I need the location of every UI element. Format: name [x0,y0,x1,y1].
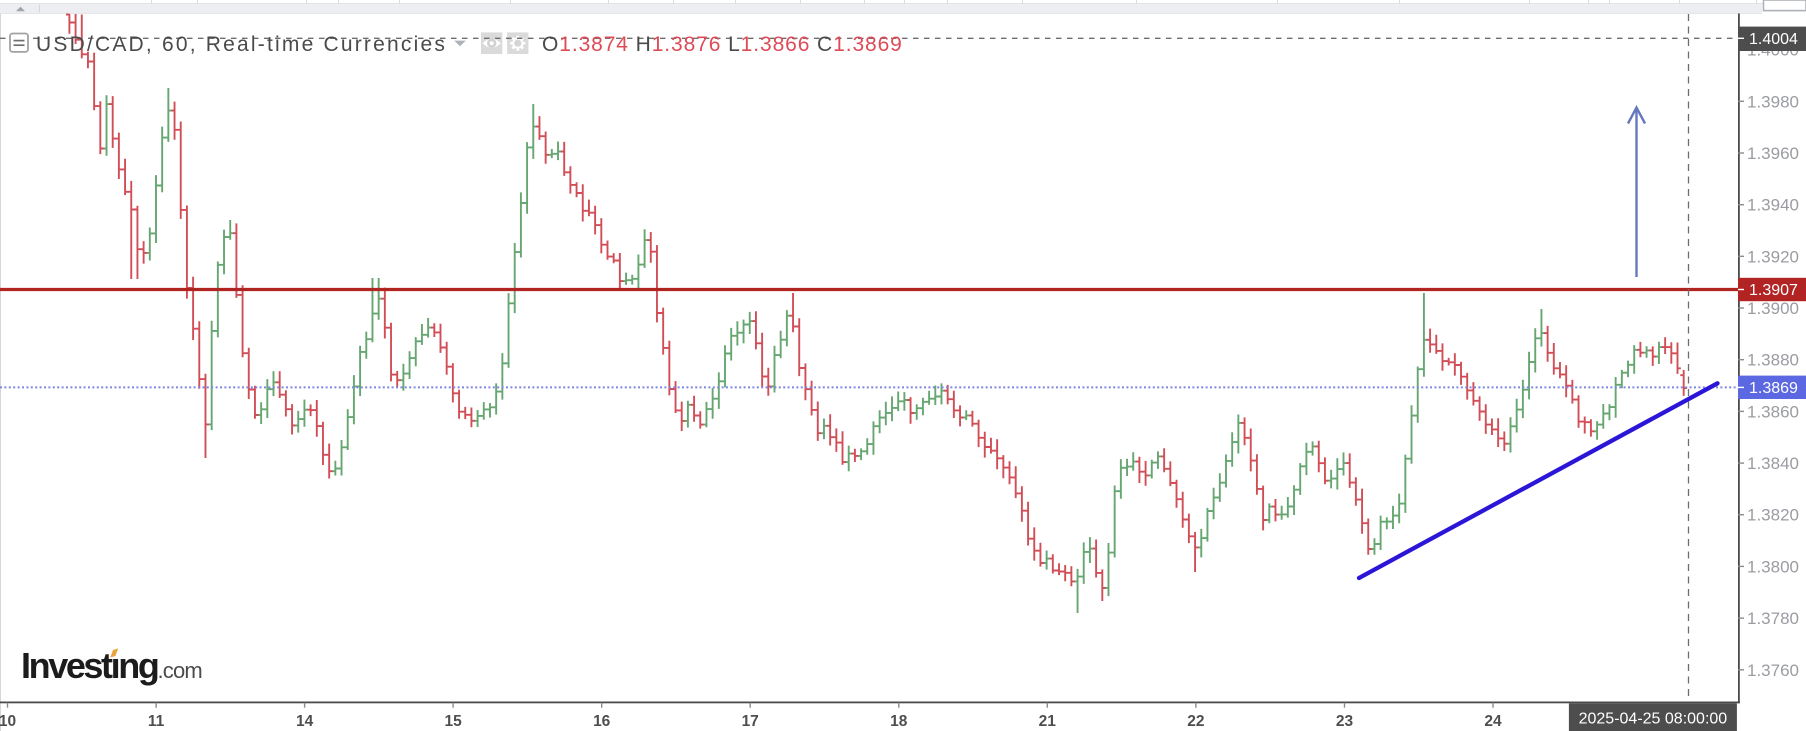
svg-text:11: 11 [148,713,165,730]
svg-text:1.3840: 1.3840 [1747,454,1799,473]
svg-text:1.3820: 1.3820 [1747,506,1799,525]
svg-text:1.3960: 1.3960 [1747,144,1799,163]
svg-text:1.3980: 1.3980 [1747,92,1799,111]
svg-text:1.4004: 1.4004 [1749,31,1798,48]
svg-text:1.3907: 1.3907 [1749,282,1798,299]
svg-text:14: 14 [296,713,314,730]
svg-text:1.3800: 1.3800 [1747,557,1799,576]
svg-text:1.3920: 1.3920 [1747,247,1799,266]
svg-text:1.3860: 1.3860 [1747,402,1799,421]
svg-text:16: 16 [593,713,611,730]
svg-text:1.3900: 1.3900 [1747,299,1799,318]
svg-text:17: 17 [742,713,759,730]
svg-text:1.3869: 1.3869 [1749,380,1798,397]
svg-text:15: 15 [444,713,462,730]
svg-text:O1.3874 H1.3876 L1.3866 C1.: O1.3874 H1.3876 L1.3866 C1.3869 [542,33,903,56]
svg-text:21: 21 [1039,713,1057,730]
svg-text:1.3760: 1.3760 [1747,661,1799,680]
svg-text:1.3780: 1.3780 [1747,609,1799,628]
svg-text:22: 22 [1187,713,1204,730]
svg-text:10: 10 [0,713,16,730]
svg-text:24: 24 [1484,713,1502,730]
svg-text:1.3880: 1.3880 [1747,351,1799,370]
svg-text:18: 18 [890,713,908,730]
svg-text:2025-04-25 08:00:00: 2025-04-25 08:00:00 [1579,711,1728,728]
svg-text:23: 23 [1336,713,1354,730]
svg-text:USD/CAD, 60, Real-time Currenc: USD/CAD, 60, Real-time Currencies [36,33,447,56]
svg-text:1.3940: 1.3940 [1747,196,1799,215]
